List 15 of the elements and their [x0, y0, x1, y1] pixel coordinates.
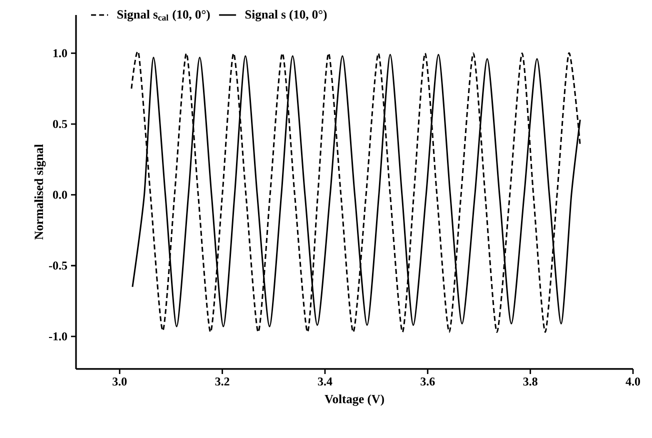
x-tick-label: 4.0 — [626, 378, 640, 386]
y-tick-label: 1.0 — [54, 49, 68, 58]
y-tick-label: -0.5 — [49, 262, 68, 270]
y-tick-label: 0.0 — [53, 190, 68, 199]
legend-label: Signal s$_{cal}$ (10, 0°) — [117, 10, 210, 22]
y-tick-label: 0.5 — [53, 120, 68, 128]
y-axis-title: Normalised signal — [34, 144, 46, 240]
y-tick-label: -1.0 — [49, 332, 68, 340]
legend-label: Signal s (10, 0°) — [245, 10, 327, 22]
x-tick-label: 3.8 — [523, 378, 538, 386]
x-tick-label: 3.2 — [215, 378, 230, 386]
x-tick-label: 3.6 — [420, 378, 435, 386]
x-tick-label: 3.4 — [318, 378, 332, 386]
x-axis-title: Voltage (V) — [324, 394, 384, 406]
x-tick-label: 3.0 — [112, 378, 127, 386]
